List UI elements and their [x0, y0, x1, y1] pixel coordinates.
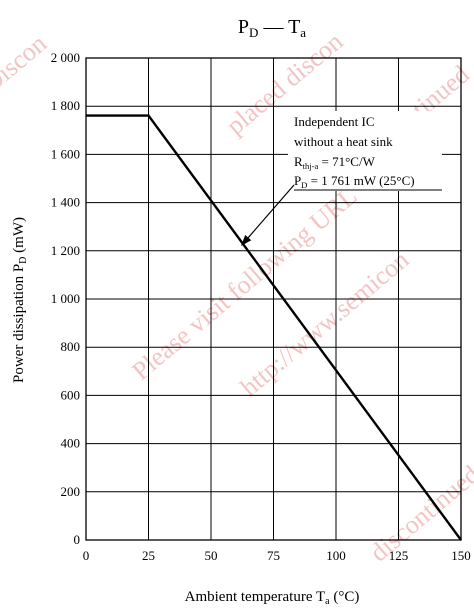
y-axis-label: Power dissipation PD (mW): [11, 217, 29, 383]
chart-title: PD — Ta: [238, 16, 306, 40]
watermark-text: Please visit following URL: [127, 181, 363, 386]
x-tick-label: 0: [83, 548, 90, 563]
annotation-arrow: [247, 184, 295, 239]
annotation: Independent IC without a heat sink Rthj-…: [241, 111, 442, 246]
x-tick-label: 75: [267, 548, 280, 563]
y-tick-label: 2 000: [51, 50, 80, 65]
y-tick-label: 800: [61, 339, 81, 354]
x-tick-label: 125: [389, 548, 409, 563]
x-axis-label: Ambient temperature Ta (°C): [185, 589, 360, 607]
y-tick-label: 1 400: [51, 195, 80, 210]
y-tick-label: 1 600: [51, 146, 80, 161]
series-line: [86, 114, 462, 541]
plot-frame: [85, 57, 462, 541]
y-tick-label: 600: [61, 387, 81, 402]
y-tick-label: 0: [74, 532, 81, 547]
annotation-line-3: Rthj-a = 71°C/W: [294, 154, 376, 171]
y-tick-label: 1 800: [51, 98, 80, 113]
annotation-line-1: Independent IC: [294, 114, 375, 129]
y-tick-labels: 0 200 400 600 800 1 000 1 200 1 400 1 600 1 800 2 …: [51, 50, 80, 547]
x-tick-label: 50: [205, 548, 218, 563]
annotation-arrowhead: [241, 235, 252, 246]
x-tick-label: 150: [451, 548, 471, 563]
series-layer: [86, 114, 462, 541]
y-tick-label: 1 000: [51, 291, 80, 306]
y-tick-label: 400: [61, 436, 81, 451]
x-tick-label: 25: [142, 548, 155, 563]
y-tick-label: 200: [61, 484, 81, 499]
x-tick-labels: 0 25 50 75 100 125 150: [83, 548, 471, 563]
annotation-line-2: without a heat sink: [294, 134, 393, 149]
y-tick-label: 1 200: [51, 243, 80, 258]
x-tick-label: 100: [326, 548, 346, 563]
watermark-text: Discon: [0, 29, 52, 99]
annotation-line-4: PD = 1 761 mW (25°C): [294, 173, 415, 190]
grid: [86, 58, 461, 540]
annotation-bg: [288, 111, 442, 191]
